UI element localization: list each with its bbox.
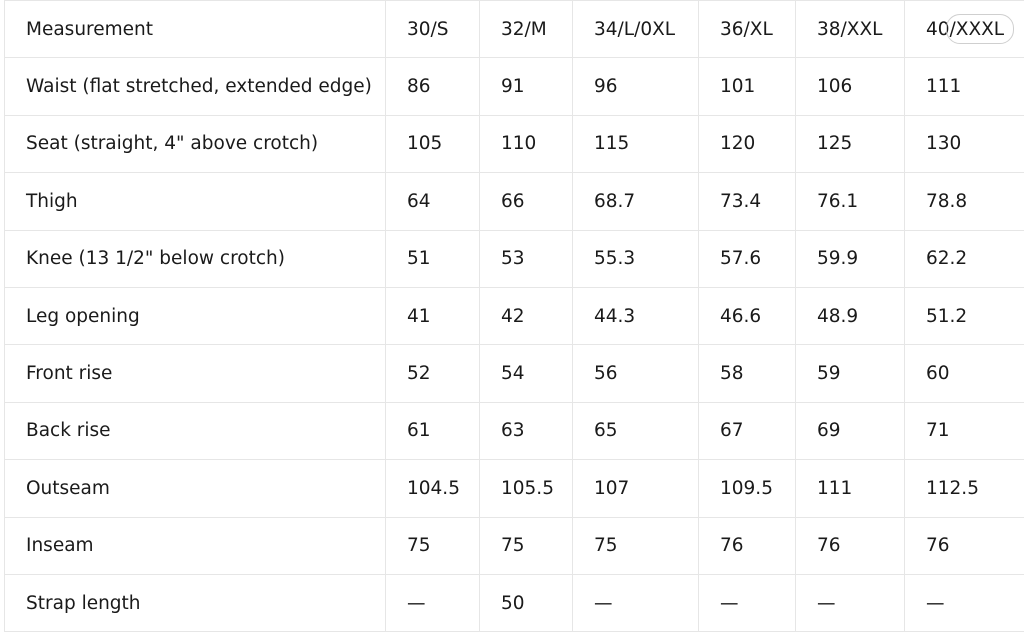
size-36xl-cell: 46.6	[698, 287, 796, 346]
size-34l-cell: 107	[572, 459, 699, 518]
header-cell-36xl: 36/XL	[698, 0, 796, 59]
size-34l-cell: 68.7	[572, 172, 699, 231]
size-38xxl-cell: —	[795, 574, 905, 633]
size-30s-cell: —	[385, 574, 480, 633]
size-34l-cell: 55.3	[572, 230, 699, 288]
size-38xxl-cell: 125	[795, 115, 905, 174]
header-cell-measurement: Measurement	[4, 0, 386, 59]
size-40xxxl-cell: 76	[904, 517, 1024, 575]
size-30s-cell: 41	[385, 287, 480, 346]
table-row: Inseam 75 75 75 76 76 76	[4, 517, 1024, 575]
size-30s-cell: 51	[385, 230, 480, 288]
measurement-cell: Front rise	[4, 344, 386, 403]
table-row: Outseam 104.5 105.5 107 109.5 111 112.5	[4, 459, 1024, 518]
size-38xxl-cell: 69	[795, 402, 905, 461]
size-36xl-cell: 120	[698, 115, 796, 174]
size-36xl-cell: 57.6	[698, 230, 796, 288]
size-40xxxl-cell: 78.8	[904, 172, 1024, 231]
table-row: Knee (13 1/2" below crotch) 51 53 55.3 57.6 5…	[4, 230, 1024, 288]
size-chart-table: Measurement 30/S 32/M 34/L/0XL 36/XL 38/…	[4, 0, 1024, 633]
size-40xxxl-cell: —	[904, 574, 1024, 633]
size-34l-cell: 96	[572, 57, 699, 116]
measurement-cell: Outseam	[4, 459, 386, 518]
size-38xxl-cell: 59	[795, 344, 905, 403]
size-38xxl-cell: 111	[795, 459, 905, 518]
size-32m-cell: 53	[479, 230, 573, 288]
size-38xxl-cell: 106	[795, 57, 905, 116]
table-row: Seat (straight, 4" above crotch) 105 110 11…	[4, 115, 1024, 174]
size-40xxxl-cell: 71	[904, 402, 1024, 461]
table-header-row: Measurement 30/S 32/M 34/L/0XL 36/XL 38/…	[4, 0, 1024, 59]
header-cell-34l: 34/L/0XL	[572, 0, 699, 59]
measurement-cell: Knee (13 1/2" below crotch)	[4, 230, 386, 288]
size-32m-cell: 63	[479, 402, 573, 461]
size-34l-cell: 75	[572, 517, 699, 575]
size-36xl-cell: 58	[698, 344, 796, 403]
size-36xl-cell: 67	[698, 402, 796, 461]
measurement-cell: Strap length	[4, 574, 386, 633]
size-36xl-cell: 76	[698, 517, 796, 575]
size-34l-cell: 44.3	[572, 287, 699, 346]
size-34l-cell: 65	[572, 402, 699, 461]
measurement-cell: Seat (straight, 4" above crotch)	[4, 115, 386, 174]
measurement-cell: Inseam	[4, 517, 386, 575]
size-36xl-cell: 101	[698, 57, 796, 116]
table-row: Thigh 64 66 68.7 73.4 76.1 78.8	[4, 172, 1024, 231]
size-34l-cell: 56	[572, 344, 699, 403]
size-40xxxl-cell: 111	[904, 57, 1024, 116]
size-40xxxl-cell: 130	[904, 115, 1024, 174]
size-30s-cell: 105	[385, 115, 480, 174]
size-40xxxl-cell: 62.2	[904, 230, 1024, 288]
size-40xxxl-cell: 112.5	[904, 459, 1024, 518]
size-30s-cell: 52	[385, 344, 480, 403]
size-30s-cell: 75	[385, 517, 480, 575]
size-32m-cell: 105.5	[479, 459, 573, 518]
size-36xl-cell: —	[698, 574, 796, 633]
size-38xxl-cell: 48.9	[795, 287, 905, 346]
size-30s-cell: 61	[385, 402, 480, 461]
size-32m-cell: 54	[479, 344, 573, 403]
header-cell-40xxxl: 40/XXXL	[904, 0, 1024, 59]
size-32m-cell: 75	[479, 517, 573, 575]
size-32m-cell: 91	[479, 57, 573, 116]
size-30s-cell: 64	[385, 172, 480, 231]
size-32m-cell: 110	[479, 115, 573, 174]
size-38xxl-cell: 76.1	[795, 172, 905, 231]
size-36xl-cell: 109.5	[698, 459, 796, 518]
size-32m-cell: 66	[479, 172, 573, 231]
size-30s-cell: 86	[385, 57, 480, 116]
size-40xxxl-cell: 51.2	[904, 287, 1024, 346]
size-40xxxl-cell: 60	[904, 344, 1024, 403]
table-row: Back rise 61 63 65 67 69 71	[4, 402, 1024, 461]
measurement-cell: Back rise	[4, 402, 386, 461]
size-34l-cell: 115	[572, 115, 699, 174]
size-32m-cell: 42	[479, 287, 573, 346]
table-row: Waist (flat stretched, extended edge) 86 9…	[4, 57, 1024, 116]
size-32m-cell: 50	[479, 574, 573, 633]
size-34l-cell: —	[572, 574, 699, 633]
header-cell-30s: 30/S	[385, 0, 480, 59]
size-38xxl-cell: 76	[795, 517, 905, 575]
table-row: Front rise 52 54 56 58 59 60	[4, 344, 1024, 403]
header-cell-38xxl: 38/XXL	[795, 0, 905, 59]
size-30s-cell: 104.5	[385, 459, 480, 518]
table-row: Leg opening 41 42 44.3 46.6 48.9 51.2	[4, 287, 1024, 346]
size-36xl-cell: 73.4	[698, 172, 796, 231]
size-38xxl-cell: 59.9	[795, 230, 905, 288]
table-row: Strap length —50— — — —	[4, 574, 1024, 633]
measurement-cell: Leg opening	[4, 287, 386, 346]
measurement-cell: Waist (flat stretched, extended edge)	[4, 57, 386, 116]
measurement-cell: Thigh	[4, 172, 386, 231]
header-cell-32m: 32/M	[479, 0, 573, 59]
